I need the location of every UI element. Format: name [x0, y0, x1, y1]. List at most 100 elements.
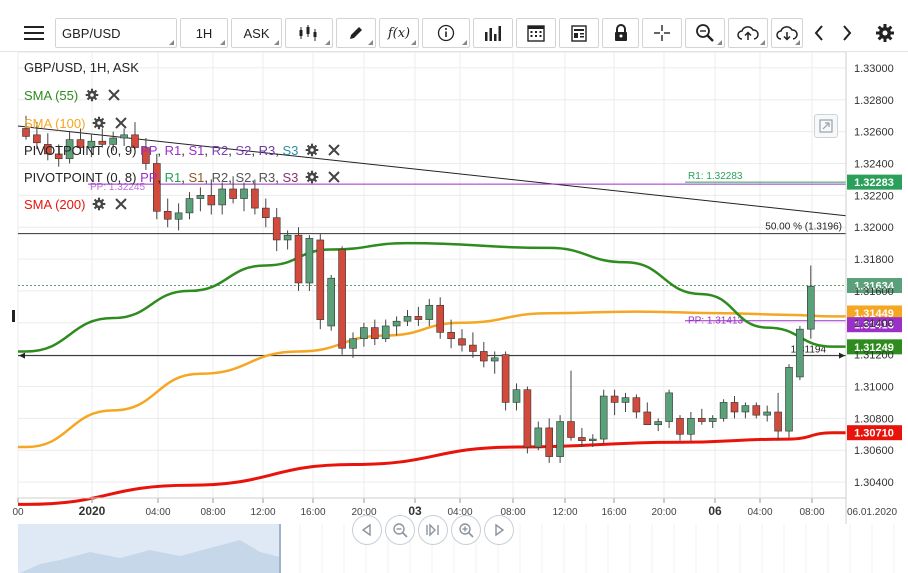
chart-canvas[interactable]: 50.00 % (1.3196) R1: 1.32283 PP: 1.32245 PP… — [0, 51, 908, 573]
price-label: 1.31413 — [847, 317, 902, 333]
calendar-icon — [527, 25, 545, 42]
calendar-button[interactable] — [516, 18, 556, 48]
x-tick-label: 04:00 — [145, 507, 170, 518]
candlestick-icon — [299, 25, 317, 41]
info-button[interactable] — [422, 18, 470, 48]
candle-body — [719, 402, 728, 419]
candle — [469, 332, 477, 358]
lock-button[interactable] — [602, 18, 639, 48]
candle-body — [22, 128, 30, 137]
pivot1-r2: R2 — [211, 142, 229, 158]
candle-body — [370, 327, 379, 340]
scroll-right-button[interactable] — [834, 18, 860, 48]
sma55-line — [18, 241, 846, 353]
symbol-selector[interactable]: GBP/USD — [55, 18, 177, 48]
candle — [436, 297, 445, 339]
candle-body — [752, 405, 761, 416]
overview-area — [20, 540, 280, 573]
candle — [806, 265, 815, 339]
sma100-remove-close-icon[interactable] — [113, 115, 129, 131]
sma55-remove-close-icon[interactable] — [106, 87, 122, 103]
candle — [33, 122, 41, 150]
price-chart[interactable]: 50.00 % (1.3196) R1: 1.32283 PP: 1.32245 PP… — [0, 51, 908, 573]
sma200-settings-gear-icon[interactable] — [91, 196, 107, 212]
pivot-r1-label: R1: 1.32283 — [688, 171, 743, 182]
price-label-text: 1.30710 — [854, 428, 894, 440]
candle — [425, 298, 434, 326]
reset-view-button[interactable] — [418, 515, 448, 545]
candle — [588, 434, 597, 448]
menu-button[interactable] — [18, 18, 50, 48]
sma200-line — [18, 431, 846, 506]
upload-button[interactable] — [728, 18, 768, 48]
crosshair-button[interactable] — [642, 18, 682, 48]
candle — [774, 392, 782, 441]
candle-body — [142, 147, 150, 164]
pivot2-remove-close-icon[interactable] — [326, 169, 342, 185]
candle — [381, 319, 390, 342]
chart-type-button[interactable] — [285, 18, 333, 48]
candle — [240, 182, 248, 212]
y-tick-label: 1.32800 — [854, 95, 894, 107]
candle-body — [120, 134, 128, 139]
sma200-remove-close-icon[interactable] — [113, 196, 129, 212]
zoom-in-button[interactable] — [451, 515, 481, 545]
scroll-left-button[interactable] — [806, 18, 832, 48]
pan-right-button[interactable] — [484, 515, 514, 545]
sma55-settings-gear-icon[interactable] — [84, 87, 100, 103]
sma200-label: SMA (200) — [24, 196, 86, 212]
triangle-right-icon — [495, 523, 505, 537]
x-tick-label: 04:00 — [447, 507, 472, 518]
price-type-selector[interactable]: ASK — [231, 18, 282, 48]
settings-button[interactable] — [872, 18, 898, 48]
pivot1-r3: R3 — [258, 142, 276, 158]
pivot1-settings-gear-icon[interactable] — [304, 142, 320, 158]
y-tick-label: 1.32200 — [854, 190, 894, 202]
volume-button[interactable] — [473, 18, 513, 48]
candle — [294, 227, 303, 291]
candle — [676, 415, 684, 441]
candle-body — [610, 395, 619, 403]
pivot-pp-old-label: PP: 1.32245 — [90, 182, 145, 193]
candle — [447, 319, 455, 349]
indicators-button[interactable]: f(x) — [379, 18, 419, 48]
candle-body — [185, 198, 194, 214]
sma100-settings-gear-icon[interactable] — [91, 115, 107, 131]
pivot2-s2: S2 — [235, 169, 252, 185]
candle-body — [469, 344, 477, 352]
candle-body — [676, 418, 684, 435]
candle-body — [588, 438, 597, 441]
candle-body — [599, 395, 608, 440]
bar-chart-icon — [485, 26, 501, 41]
candle-body — [458, 338, 466, 346]
pivot2-settings-gear-icon[interactable] — [304, 169, 320, 185]
zoom-button[interactable] — [685, 18, 725, 48]
timeframe-selector[interactable]: 1H — [180, 18, 228, 48]
pan-left-button[interactable] — [352, 515, 382, 545]
candle — [730, 396, 739, 419]
fullscreen-button[interactable] — [814, 114, 838, 138]
arrow-left-icon — [19, 352, 25, 359]
candle — [523, 386, 532, 454]
candle — [283, 230, 292, 250]
fibonacci-label: 50.00 % (1.3196) — [765, 222, 842, 233]
download-button[interactable] — [771, 18, 803, 48]
legend-title-text: GBP/USD, 1H, ASK — [24, 60, 139, 75]
candle — [708, 415, 717, 428]
chart-toolbar: GBP/USD 1H ASK f(x) — [0, 0, 908, 52]
pivot-pp-label: PP: 1.31413 — [688, 316, 743, 327]
sma100-line — [18, 310, 846, 449]
price-label-bg — [847, 339, 902, 355]
price-label: 1.32283 — [847, 174, 902, 190]
y-tick-label: 1.32400 — [854, 159, 894, 171]
pivot1-remove-close-icon[interactable] — [326, 142, 342, 158]
candle-body — [447, 332, 455, 340]
candle — [632, 394, 641, 419]
zoom-out-button[interactable] — [385, 515, 415, 545]
candle — [719, 399, 728, 422]
candle — [687, 411, 695, 441]
draw-tool-button[interactable] — [336, 18, 376, 48]
lock-icon — [614, 24, 627, 41]
templates-button[interactable] — [559, 18, 599, 48]
legend-pivot1: PIVOTPOINT (0, 9) PP, R1, S1, R2, S2, R3… — [24, 142, 342, 158]
